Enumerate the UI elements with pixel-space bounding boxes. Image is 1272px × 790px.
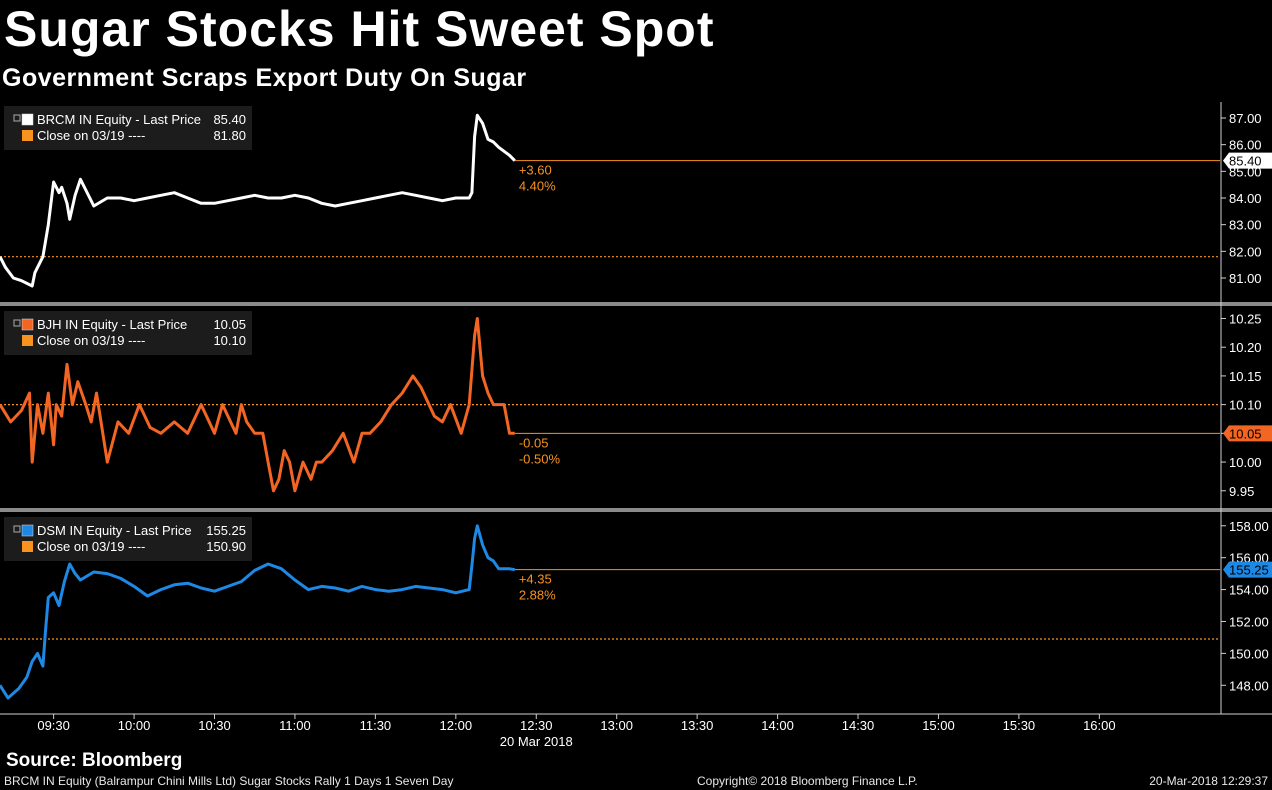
legend-expand-icon [13,319,21,327]
series-line [0,317,515,493]
footer-copyright: Copyright© 2018 Bloomberg Finance L.P. [697,774,918,788]
legend-expand-icon [13,525,21,533]
x-tick-label: 09:30 [37,718,70,733]
legend-swatch-last [21,318,34,331]
panel-separator-2 [0,508,1272,512]
y-tick-label: 154.00 [1229,583,1269,598]
legend-last-value: 85.40 [213,112,246,127]
x-tick-label: 12:30 [520,718,553,733]
x-tick-label: 11:00 [279,718,311,733]
legend-last-value: 10.05 [213,317,246,332]
last-price-tag [1223,425,1272,442]
x-tick-label: 12:00 [440,718,473,733]
last-price-tag [1223,152,1272,169]
x-tick-label: 13:00 [600,718,633,733]
legend-swatch-close [22,130,33,141]
x-tick-label: 13:30 [681,718,714,733]
x-tick-label: 14:00 [761,718,794,733]
legend-last-label: BJH IN Equity - Last Price [37,317,187,332]
footer-timestamp: 20-Mar-2018 12:29:37 [1149,774,1268,788]
x-tick-label: 15:30 [1003,718,1036,733]
series-line [0,524,516,700]
y-tick-label: 148.00 [1229,678,1269,693]
last-price-tag-label: 10.05 [1229,426,1262,441]
source-label: Source: Bloomberg [6,750,183,771]
footer-description: BRCM IN Equity (Balrampur Chini Mills Lt… [4,774,454,788]
y-tick-label: 152.00 [1229,614,1269,629]
x-tick-label: 10:00 [118,718,151,733]
legend-box [4,311,252,355]
panel-1: 81.0082.0083.0084.0085.0086.0087.00+3.60… [0,106,1272,288]
chart-subtitle: Government Scraps Export Duty On Sugar [2,64,527,92]
change-value-label: -0.05 [519,435,549,450]
legend-close-label: Close on 03/19 ---- [37,333,145,348]
y-tick-label: 86.00 [1229,138,1262,153]
last-price-tag [1223,561,1272,578]
chart-title: Sugar Stocks Hit Sweet Spot [4,1,715,57]
legend-close-value: 10.10 [213,333,246,348]
legend-last-label: DSM IN Equity - Last Price [37,523,192,538]
change-percent-label: 2.88% [519,588,556,603]
legend-swatch-last [21,113,34,126]
x-date-label: 20 Mar 2018 [500,734,573,749]
change-percent-label: 4.40% [519,179,556,194]
legend-close-label: Close on 03/19 ---- [37,128,145,143]
legend-box [4,517,252,561]
y-tick-label: 10.25 [1229,311,1262,326]
y-tick-label: 10.10 [1229,398,1262,413]
legend-expand-icon [13,114,21,122]
legend-close-label: Close on 03/19 ---- [37,539,145,554]
x-tick-label: 14:30 [842,718,875,733]
panel-3: 148.00150.00152.00154.00156.00158.00+4.3… [0,517,1272,700]
change-percent-label: -0.50% [519,451,561,466]
legend-last-label: BRCM IN Equity - Last Price [37,112,201,127]
legend-last-value: 155.25 [206,523,246,538]
panel-2: 9.9510.0010.0510.1010.1510.2010.25-0.05-… [0,311,1272,499]
last-price-tag-label: 85.40 [1229,154,1262,169]
y-tick-label: 87.00 [1229,111,1262,126]
x-tick-label: 10:30 [198,718,231,733]
last-price-tag-label: 155.25 [1229,563,1269,578]
x-tick-label: 11:30 [360,718,392,733]
change-value-label: +3.60 [519,163,552,178]
legend-swatch-close [22,335,33,346]
y-tick-label: 84.00 [1229,191,1262,206]
series-line [0,113,516,288]
legend-swatch-close [22,541,33,552]
y-tick-label: 9.95 [1229,484,1254,499]
x-tick-label: 16:00 [1083,718,1116,733]
y-tick-label: 81.00 [1229,271,1262,286]
legend-close-value: 150.90 [206,539,246,554]
y-tick-label: 10.15 [1229,369,1262,384]
legend-box [4,106,252,150]
y-tick-label: 82.00 [1229,244,1262,259]
x-tick-label: 15:00 [922,718,955,733]
legend-swatch-last [21,524,34,537]
y-tick-label: 150.00 [1229,646,1269,661]
y-tick-label: 83.00 [1229,218,1262,233]
legend-close-value: 81.80 [213,128,246,143]
y-tick-label: 158.00 [1229,519,1269,534]
panel-separator-1 [0,302,1272,306]
y-tick-label: 10.20 [1229,340,1262,355]
change-value-label: +4.35 [519,572,552,587]
y-tick-label: 10.00 [1229,455,1262,470]
